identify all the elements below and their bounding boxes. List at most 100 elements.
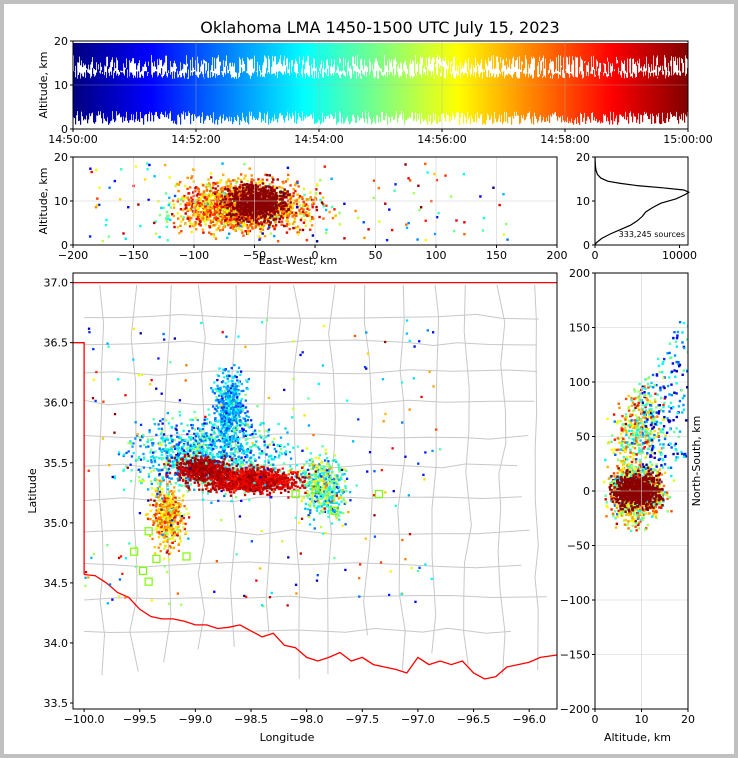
ew-source-outlier bbox=[408, 179, 412, 182]
ew-source-point bbox=[197, 207, 201, 210]
time-strip-lower bbox=[571, 73, 573, 119]
ew-core-point bbox=[254, 183, 257, 187]
time-strip-upper bbox=[348, 43, 350, 61]
time-strip-upper bbox=[676, 43, 678, 66]
plan-source-point bbox=[173, 445, 176, 448]
ew-core-point bbox=[213, 192, 217, 195]
time-strip-upper bbox=[112, 43, 114, 58]
ew-source-point bbox=[232, 216, 235, 219]
plan-source-point bbox=[175, 459, 178, 462]
time-strip-lower bbox=[370, 71, 372, 120]
ew-core-point bbox=[252, 184, 255, 187]
ew-core-point bbox=[230, 203, 233, 206]
time-strip-upper bbox=[369, 43, 371, 59]
time-strip-lower bbox=[135, 77, 137, 120]
time-strip-gap bbox=[246, 72, 248, 80]
plan-source-point bbox=[251, 441, 254, 445]
ew-source-point bbox=[274, 225, 277, 228]
ew-source-point bbox=[191, 223, 194, 226]
time-strip-upper bbox=[546, 43, 548, 70]
time-strip-upper bbox=[594, 43, 596, 69]
plan-source-point bbox=[271, 440, 274, 444]
ew-core-point bbox=[238, 209, 241, 212]
ew-source-point bbox=[241, 218, 245, 221]
plan-source-point bbox=[178, 451, 181, 454]
plan-source-point bbox=[166, 438, 170, 441]
county-boundary bbox=[496, 284, 507, 675]
time-strip-gap bbox=[411, 75, 413, 88]
plan-source-point bbox=[159, 481, 162, 484]
time-strip-upper bbox=[294, 43, 296, 64]
plan-source-point bbox=[210, 457, 213, 460]
time-strip-upper bbox=[637, 43, 639, 61]
time-strip-lower bbox=[607, 77, 609, 118]
time-strip-lower bbox=[199, 74, 201, 116]
time-strip-lower bbox=[324, 71, 326, 117]
ew-source-point bbox=[234, 229, 238, 232]
ew-source-point bbox=[262, 224, 266, 227]
ew-source-point bbox=[204, 209, 208, 212]
time-strip-lower bbox=[217, 75, 219, 125]
ew-source-point bbox=[227, 178, 230, 181]
time-strip-lower bbox=[534, 74, 536, 113]
time-strip-gap bbox=[252, 72, 254, 87]
plan-source-point bbox=[212, 429, 215, 432]
time-strip-lower bbox=[396, 73, 398, 112]
ew-source-point bbox=[238, 187, 241, 190]
time-strip-lower bbox=[126, 72, 128, 112]
ew-source-outlier bbox=[276, 239, 280, 243]
time-strip-lower bbox=[643, 76, 645, 116]
time-strip-gap bbox=[241, 67, 243, 75]
ew-source-outlier bbox=[390, 228, 394, 232]
plan-source-point bbox=[139, 468, 142, 471]
time-strip-lower bbox=[673, 78, 675, 116]
ew-core-point bbox=[250, 199, 253, 202]
time-strip-upper bbox=[592, 43, 594, 67]
time-strip-upper bbox=[203, 43, 205, 60]
plan-source-point bbox=[267, 459, 270, 462]
ew-source-outlier bbox=[325, 228, 328, 231]
ew-core-point bbox=[258, 198, 261, 202]
time-strip-upper bbox=[166, 43, 168, 56]
time-strip-lower bbox=[466, 73, 468, 124]
ew-core-point bbox=[241, 193, 244, 197]
ew-source-point bbox=[295, 214, 298, 218]
ew-core-point bbox=[225, 204, 228, 207]
ew-ytick-label: 10 bbox=[54, 195, 68, 208]
ew-core-point bbox=[271, 193, 275, 196]
time-strip-upper bbox=[398, 43, 400, 65]
time-strip-lower bbox=[333, 75, 335, 120]
ew-core-point bbox=[242, 193, 246, 197]
ew-source-point bbox=[194, 214, 197, 217]
time-strip-lower bbox=[620, 78, 622, 115]
time-strip-upper bbox=[315, 43, 317, 69]
time-strip-lower bbox=[597, 78, 599, 123]
time-strip-gap bbox=[98, 69, 100, 85]
ew-source-point bbox=[214, 187, 217, 190]
time-strip-upper bbox=[92, 43, 94, 58]
ew-core-point bbox=[250, 189, 254, 192]
ew-source-point bbox=[292, 192, 295, 195]
plan-source-point bbox=[262, 452, 265, 455]
ew-core-point bbox=[239, 201, 243, 204]
ew-source-outlier bbox=[296, 181, 299, 185]
plan-source-point bbox=[241, 448, 244, 451]
ew-source-point bbox=[229, 222, 233, 225]
ew-core-point bbox=[239, 207, 243, 211]
ew-source-outlier bbox=[219, 211, 222, 214]
time-strip-upper bbox=[104, 43, 106, 66]
plan-source-point bbox=[197, 440, 200, 443]
ew-source-point bbox=[201, 202, 205, 205]
time-strip-lower bbox=[197, 76, 199, 117]
time-strip-upper bbox=[684, 43, 686, 70]
time-strip-lower bbox=[108, 72, 110, 125]
ew-source-point bbox=[181, 208, 185, 212]
time-strip-upper bbox=[642, 43, 644, 71]
time-strip-upper bbox=[549, 43, 551, 64]
ew-source-point bbox=[205, 183, 209, 186]
ew-core-point bbox=[247, 210, 251, 214]
time-strip-lower bbox=[105, 71, 107, 121]
ew-source-point bbox=[209, 213, 212, 217]
time-strip-gap bbox=[617, 63, 619, 77]
time-strip-upper bbox=[438, 43, 440, 60]
